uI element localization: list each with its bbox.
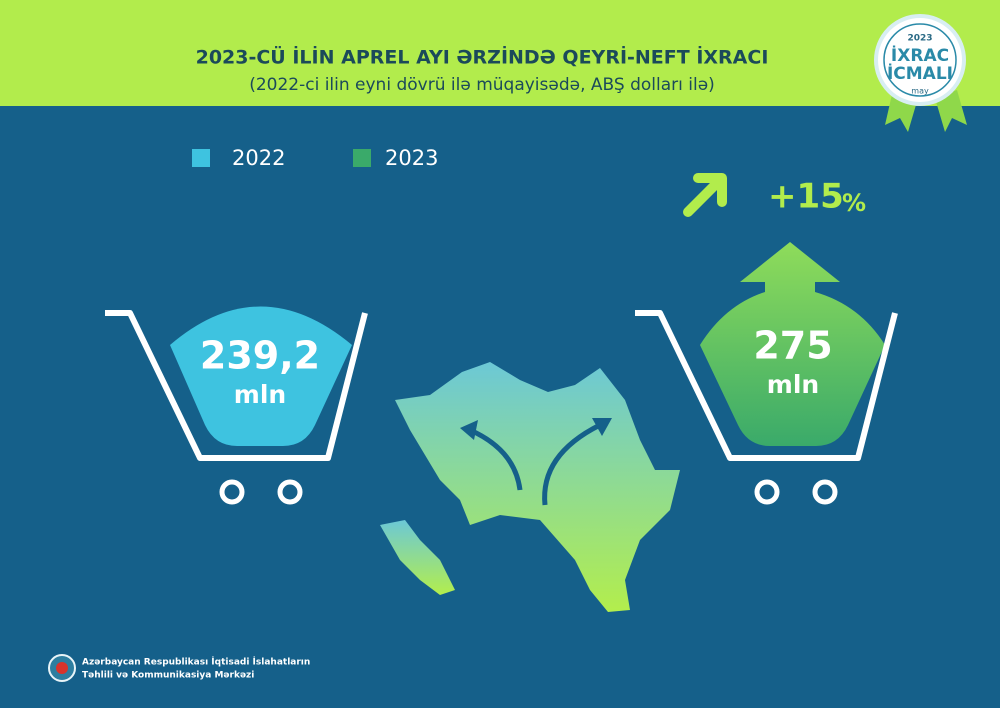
- wheel: [754, 479, 780, 505]
- map-arrow-head: [460, 420, 478, 440]
- cart: [635, 310, 898, 461]
- legend-swatch: [353, 149, 371, 167]
- wheel: [812, 479, 838, 505]
- growth-arrow: [683, 173, 727, 217]
- change-value: +15: [768, 177, 844, 217]
- wheel: [219, 479, 245, 505]
- header-band: [0, 0, 1000, 106]
- map-arrow-head: [592, 418, 612, 436]
- badge: 2023 İXRAC İCMALI may: [874, 14, 967, 132]
- badge-year: 2023: [907, 34, 932, 44]
- cart: [105, 310, 368, 461]
- badge-line1: İXRAC: [891, 44, 949, 66]
- legend-swatch: [192, 149, 210, 167]
- map-exclave: [380, 520, 455, 595]
- legend-label: 2023: [385, 146, 438, 170]
- wheel: [277, 479, 303, 505]
- basket-value: 275: [753, 324, 832, 368]
- footer-line: Təhlili və Kommunikasiya Mərkəzi: [82, 671, 254, 681]
- map-arrow: [542, 422, 602, 506]
- map-arrow: [468, 427, 523, 491]
- basket-unit: mln: [234, 380, 286, 409]
- basket-fill: [700, 242, 885, 446]
- title: 2023-CÜ İLİN APREL AYI ƏRZİNDƏ QEYRİ-NEF…: [196, 45, 769, 69]
- basket-value: 239,2: [200, 334, 320, 378]
- map: [395, 362, 680, 612]
- basket-fill: [170, 306, 352, 446]
- emblem-center: [56, 662, 68, 674]
- basket-unit: mln: [767, 370, 819, 399]
- badge-line2: İCMALI: [887, 62, 953, 84]
- change-unit: %: [842, 189, 866, 217]
- legend-label: 2022: [232, 146, 285, 170]
- badge-month: may: [911, 87, 929, 96]
- subtitle: (2022-ci ilin eyni dövrü ilə müqayisədə,…: [249, 75, 715, 95]
- footer-line: Azərbaycan Respublikası İqtisadi İslahat…: [82, 657, 310, 668]
